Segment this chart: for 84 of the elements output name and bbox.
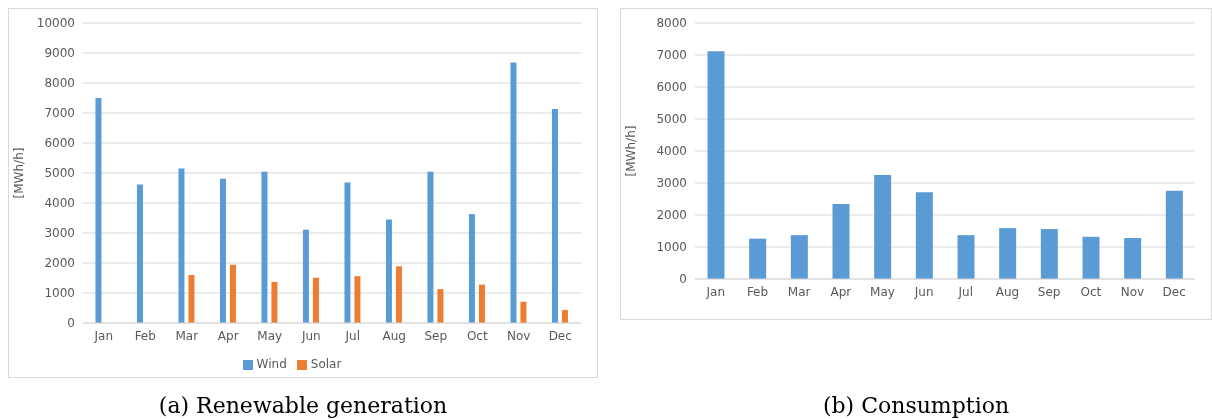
y-tick-label: 4000 (656, 144, 687, 159)
y-tick-label: 7000 (656, 48, 687, 63)
bar (468, 214, 475, 323)
x-tick-label: Nov (1120, 284, 1145, 299)
y-axis-title: [MWh/h] (12, 147, 27, 199)
bar (790, 235, 808, 279)
x-tick-label: Feb (746, 284, 769, 299)
legend-label: Solar (310, 357, 342, 371)
bar (95, 98, 102, 323)
bar (707, 51, 725, 279)
x-tick-label: Nov (507, 328, 531, 343)
x-tick-label: May (870, 284, 895, 299)
y-tick-label: 10000 (36, 16, 75, 31)
y-tick-label: 6000 (656, 80, 687, 95)
legend-label: Wind (256, 357, 287, 371)
x-tick-label: Apr (217, 328, 239, 343)
x-tick-label: Aug (382, 328, 406, 343)
bar (219, 178, 226, 323)
bar (178, 168, 185, 323)
x-tick-label: Dec (1162, 284, 1186, 299)
bar (1040, 229, 1058, 279)
x-tick-label: May (257, 328, 283, 343)
bar (1124, 238, 1142, 279)
y-tick-label: 2000 (44, 256, 75, 271)
bar (395, 266, 402, 323)
y-tick-label: 0 (67, 316, 75, 331)
x-tick-label: Jan (705, 284, 726, 299)
bar (1165, 190, 1183, 279)
bar (874, 175, 892, 279)
bar (1082, 236, 1100, 279)
y-tick-label: 6000 (44, 136, 75, 151)
bar (520, 301, 527, 323)
bar (561, 310, 568, 323)
x-tick-label: Mar (175, 328, 199, 343)
bar (999, 228, 1017, 279)
x-tick-label: Mar (787, 284, 811, 299)
bar (832, 204, 850, 279)
y-tick-label: 2000 (656, 208, 687, 223)
x-tick-label: Jan (93, 328, 113, 343)
text: (a) Renewable generation (157, 393, 449, 418)
x-tick-label: Oct (1080, 284, 1102, 299)
y-tick-label: 8000 (44, 76, 75, 91)
bar (229, 264, 236, 323)
x-tick-label: Feb (134, 328, 156, 343)
bar (344, 182, 351, 323)
y-tick-label: 5000 (44, 166, 75, 181)
bar (188, 275, 195, 323)
y-tick-label: 1000 (656, 240, 687, 255)
x-tick-label: Aug (995, 284, 1020, 299)
y-tick-label: 7000 (44, 106, 75, 121)
x-tick-label: Oct (466, 328, 488, 343)
y-tick-label: 5000 (656, 112, 687, 127)
bar (302, 229, 309, 323)
bar (437, 289, 444, 323)
bar (551, 109, 558, 323)
x-tick-label: Dec (548, 328, 572, 343)
bar (261, 171, 268, 323)
y-tick-label: 3000 (656, 176, 687, 191)
x-tick-label: Jun (913, 284, 934, 299)
y-tick-label: 0 (679, 272, 687, 287)
x-tick-label: Jun (300, 328, 321, 343)
text: (b) Consumption (821, 393, 1011, 418)
y-tick-label: 3000 (44, 226, 75, 241)
x-tick-label: Jul (957, 284, 974, 299)
y-tick-label: 4000 (44, 196, 75, 211)
bar (957, 235, 975, 279)
bar (271, 281, 278, 323)
bar (312, 277, 319, 323)
bar (915, 192, 933, 279)
x-tick-label: Apr (830, 284, 852, 299)
x-tick-label: Jul (344, 328, 360, 343)
y-tick-label: 8000 (656, 16, 687, 31)
y-tick-label: 1000 (44, 286, 75, 301)
bar (749, 238, 767, 279)
x-tick-label: Sep (1037, 284, 1061, 299)
bar (136, 184, 143, 323)
bar (427, 171, 434, 323)
y-tick-label: 9000 (44, 46, 75, 61)
bar (354, 276, 361, 323)
bar (510, 62, 517, 323)
x-tick-label: Sep (424, 328, 448, 343)
bar (478, 284, 485, 323)
bar (385, 219, 392, 323)
y-axis-title: [MWh/h] (624, 125, 639, 177)
